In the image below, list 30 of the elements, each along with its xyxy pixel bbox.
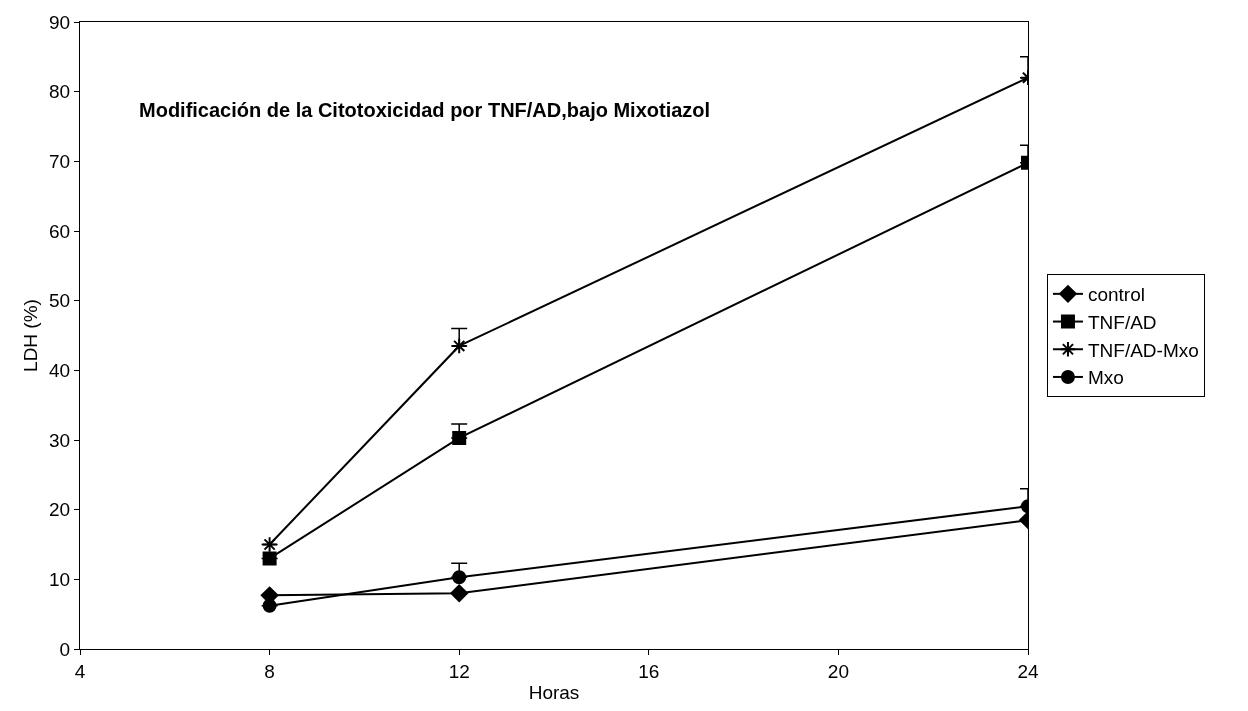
- y-tick-label: 10: [49, 568, 71, 590]
- point: [262, 598, 277, 613]
- point: [450, 584, 468, 603]
- legend-label: TNF/AD: [1087, 311, 1157, 333]
- x-tick-label: 20: [827, 660, 849, 682]
- x-tick-label: 12: [448, 660, 470, 682]
- y-tick-label: 50: [49, 290, 71, 312]
- y-tick-label: 40: [49, 359, 71, 381]
- y-tick-label: 30: [49, 429, 71, 451]
- x-tick-label: 24: [1017, 660, 1039, 682]
- x-tick-label: 8: [264, 660, 275, 682]
- y-tick-label: 20: [49, 499, 71, 521]
- annotation: Modificación de la Citotoxicidad por TNF/AD,bajo Mixotiazol: [139, 99, 711, 121]
- y-tick-label: 80: [49, 81, 71, 103]
- y-axis-title: LDH (%): [19, 299, 41, 372]
- x-tick-label: 4: [74, 660, 86, 682]
- x-tick-label: 16: [638, 660, 660, 682]
- y-tick-label: 0: [59, 638, 71, 660]
- point: [451, 337, 468, 355]
- y-tick-label: 90: [49, 11, 71, 33]
- x-axis-title: Horas: [528, 681, 580, 703]
- point: [262, 551, 277, 566]
- y-tick-label: 60: [49, 220, 71, 242]
- legend-label: TNF/AD-Mxo: [1087, 339, 1199, 361]
- point: [452, 570, 467, 585]
- legend-label: control: [1087, 284, 1145, 306]
- legend-label: Mxo: [1087, 367, 1124, 389]
- point: [261, 536, 278, 553]
- y-tick-label: 70: [49, 150, 71, 172]
- point: [452, 430, 467, 445]
